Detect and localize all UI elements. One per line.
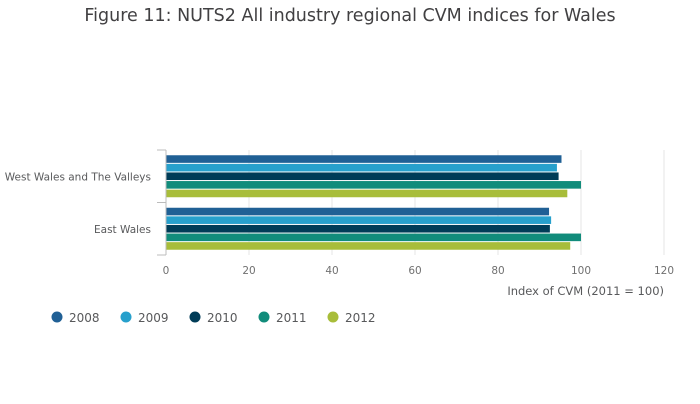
x-axis: 0 20 40 60 80 100 120 [163, 265, 674, 277]
bar-2010[interactable] [166, 224, 550, 233]
x-tick-label: 20 [242, 265, 255, 277]
legend-label-2010: 2010 [207, 311, 238, 325]
bar-2011[interactable] [166, 181, 581, 189]
bar-2009[interactable] [166, 163, 557, 172]
legend-label-2012: 2012 [345, 311, 376, 325]
chart-title: Figure 11: NUTS2 All industry regional C… [84, 6, 616, 26]
y-category-label: East Wales [94, 224, 151, 236]
x-tick-label: 120 [654, 265, 674, 277]
legend-marker-2011 [258, 311, 270, 323]
x-tick-label: 80 [491, 265, 504, 277]
y-axis: West Wales and The Valleys East Wales [5, 149, 167, 256]
bar-2010[interactable] [166, 172, 559, 181]
legend-label-2008: 2008 [69, 311, 100, 325]
bars [166, 155, 581, 250]
y-category-label: West Wales and The Valleys [5, 171, 151, 183]
legend-marker-2009 [120, 311, 132, 323]
x-tick-label: 40 [325, 265, 338, 277]
bar-2009[interactable] [166, 216, 552, 224]
x-axis-title: Index of CVM (2011 = 100) [507, 284, 664, 298]
bar-2008[interactable] [166, 207, 550, 216]
bar-2012[interactable] [166, 242, 571, 250]
x-tick-label: 0 [163, 265, 170, 277]
legend-marker-2012 [327, 311, 339, 323]
legend-marker-2010 [189, 311, 201, 323]
bar-2008[interactable] [166, 155, 562, 163]
legend: 2008 2009 2010 2011 2012 [51, 311, 376, 325]
legend-label-2009: 2009 [138, 311, 169, 325]
bar-2012[interactable] [166, 189, 568, 198]
legend-marker-2008 [51, 311, 63, 323]
bar-2011[interactable] [166, 233, 581, 242]
x-tick-label: 100 [571, 265, 591, 277]
x-tick-label: 60 [408, 265, 421, 277]
legend-label-2011: 2011 [276, 311, 307, 325]
